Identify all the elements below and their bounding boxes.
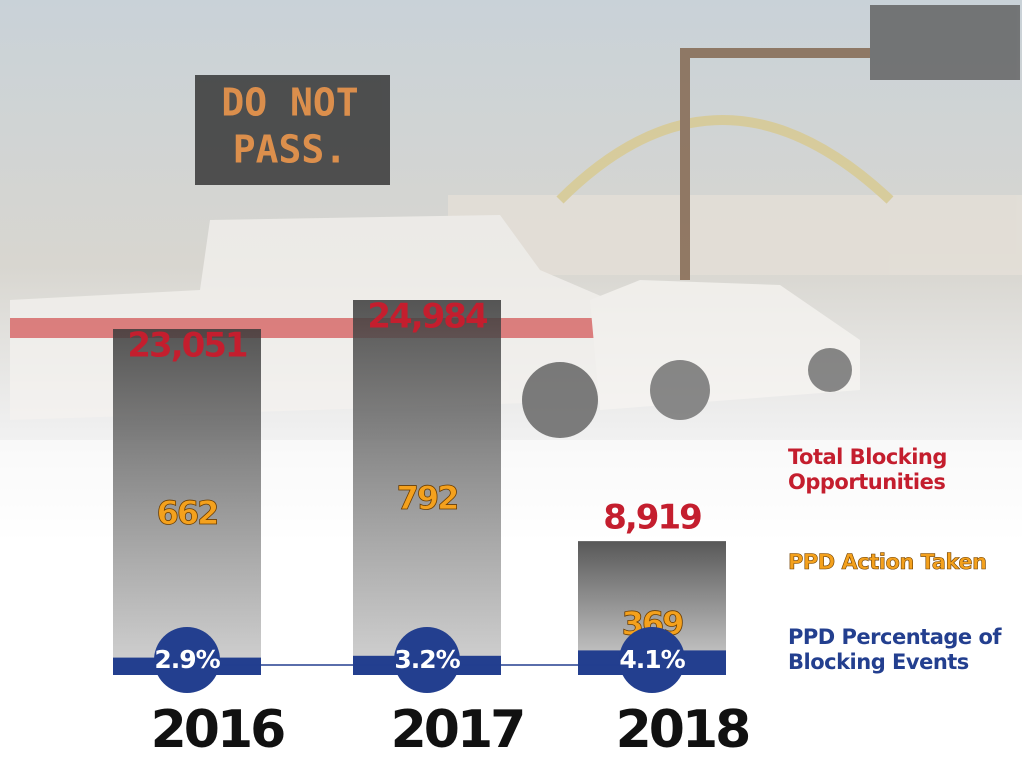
x-tick-label: 2018 (616, 700, 749, 760)
svg-text:DO NOT: DO NOT (221, 81, 358, 125)
x-tick-label: 2017 (391, 700, 524, 760)
percentage-label: 3.2% (394, 645, 460, 674)
total-label: 24,984 (367, 297, 488, 337)
legend-entry: PPD Action Taken (788, 550, 1013, 575)
action-label: 662 (157, 494, 218, 532)
percentage-label: 2.9% (154, 645, 220, 674)
legend-entry: Total Blocking Opportunities (788, 445, 1013, 495)
infographic: DO NOT PASS. 23,051 662 2016 24,984 792 2017 8… (0, 0, 1022, 760)
total-label: 23,051 (127, 326, 247, 366)
percentage-label: 4.1% (619, 645, 685, 674)
svg-text:PASS.: PASS. (233, 128, 347, 172)
legend-entry: PPD Percentage of Blocking Events (788, 625, 1013, 675)
total-label: 8,919 (603, 498, 701, 538)
x-tick-label: 2016 (151, 700, 285, 760)
action-label: 792 (397, 479, 458, 517)
